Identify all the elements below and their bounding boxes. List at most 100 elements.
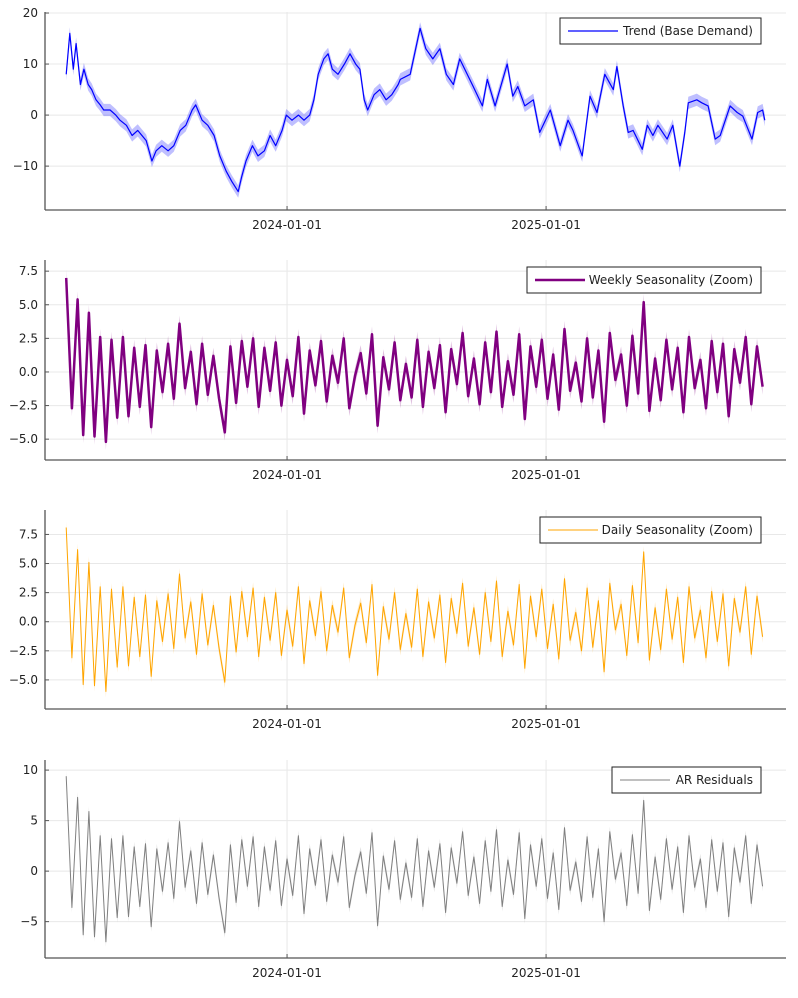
data-point: [76, 43, 77, 44]
data-point: [626, 905, 627, 906]
data-point: [482, 105, 483, 106]
data-point: [110, 109, 111, 110]
y-tick-label: 0: [30, 864, 38, 878]
data-point: [103, 109, 104, 110]
data-point: [547, 648, 548, 649]
data-point: [745, 835, 746, 836]
data-point: [94, 936, 95, 937]
data-point: [604, 921, 605, 922]
data-point: [439, 843, 440, 844]
data-point: [762, 636, 763, 637]
data-point: [207, 394, 208, 395]
data-point: [303, 663, 304, 664]
data-point: [173, 398, 174, 399]
data-point: [388, 389, 389, 390]
subplot-weekly: 7.5 5.0 2.5 0.0 −2.5 −5.0 2024-01-01 2025-01-01…: [9, 260, 786, 482]
y-tick-label: 7.5: [19, 264, 38, 278]
data-point: [315, 385, 316, 386]
data-point: [366, 393, 367, 394]
data-point: [434, 637, 435, 638]
data-point: [332, 355, 333, 356]
data-point: [134, 597, 135, 598]
y-tick-label: 0.0: [19, 365, 38, 379]
data-point: [281, 655, 282, 656]
data-point: [156, 350, 157, 351]
data-point: [173, 898, 174, 899]
data-point: [734, 847, 735, 848]
data-point: [377, 675, 378, 676]
data-point: [332, 69, 333, 70]
data-point: [672, 889, 673, 890]
data-point: [541, 339, 542, 340]
data-point: [247, 386, 248, 387]
data-point: [185, 388, 186, 389]
data-point: [660, 400, 661, 401]
data-point: [596, 112, 597, 113]
data-point: [459, 58, 460, 59]
data-point: [677, 597, 678, 598]
data-point: [122, 336, 123, 337]
data-point: [309, 848, 310, 849]
data-point: [364, 99, 365, 100]
data-point: [616, 66, 617, 67]
data-point: [701, 102, 702, 103]
data-point: [105, 441, 106, 442]
data-point: [764, 120, 765, 121]
data-point: [708, 105, 709, 106]
data-point: [343, 587, 344, 588]
data-point: [179, 573, 180, 574]
data-point: [241, 839, 242, 840]
data-point: [298, 835, 299, 836]
data-point: [638, 893, 639, 894]
data-point: [94, 685, 95, 686]
data-point: [196, 903, 197, 904]
data-point: [275, 145, 276, 146]
data-point: [400, 400, 401, 401]
data-point: [410, 74, 411, 75]
data-point: [270, 640, 271, 641]
data-point: [745, 336, 746, 337]
data-point: [560, 145, 561, 146]
data-point: [292, 895, 293, 896]
data-point: [638, 642, 639, 643]
data-point: [705, 408, 706, 409]
data-point: [762, 109, 763, 110]
data-point: [439, 594, 440, 595]
data-point: [711, 340, 712, 341]
data-point: [151, 427, 152, 428]
data-point: [609, 583, 610, 584]
data-point: [292, 396, 293, 397]
data-point: [168, 842, 169, 843]
data-point: [286, 858, 287, 859]
subplot-trend: 20 10 0 −10 2024-01-01 2025-01-01 Trend (Base …: [13, 6, 786, 232]
data-point: [473, 607, 474, 608]
data-point: [185, 125, 186, 126]
data-point: [722, 842, 723, 843]
data-point: [604, 421, 605, 422]
data-point: [717, 392, 718, 393]
data-point: [258, 906, 259, 907]
data-point: [139, 406, 140, 407]
data-point: [728, 665, 729, 666]
data-point: [434, 887, 435, 888]
data-point: [298, 336, 299, 337]
data-point: [230, 596, 231, 597]
data-point: [530, 346, 531, 347]
data-point: [445, 412, 446, 413]
data-point: [446, 74, 447, 75]
data-point: [536, 386, 537, 387]
data-point: [94, 436, 95, 437]
data-point: [647, 125, 648, 126]
data-point: [728, 916, 729, 917]
data-point: [258, 406, 259, 407]
data-point: [762, 386, 763, 387]
data-point: [236, 402, 237, 403]
data-point: [377, 925, 378, 926]
data-point: [473, 358, 474, 359]
data-point: [245, 160, 246, 161]
data-point: [715, 139, 716, 140]
data-point: [100, 104, 101, 105]
data-point: [252, 145, 253, 146]
data-point: [632, 335, 633, 336]
data-point: [762, 886, 763, 887]
